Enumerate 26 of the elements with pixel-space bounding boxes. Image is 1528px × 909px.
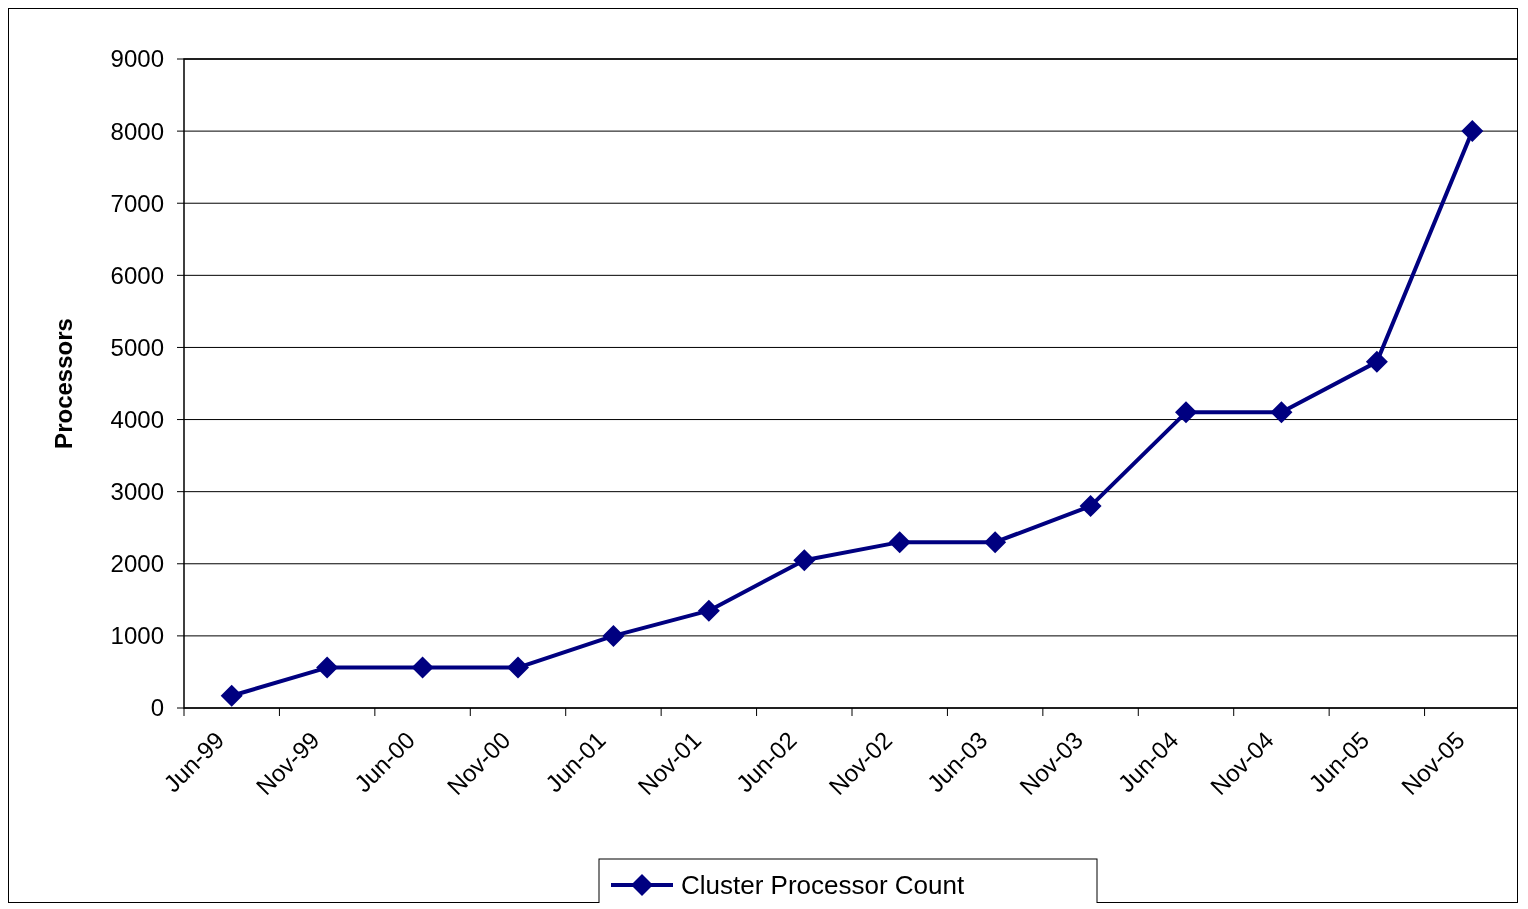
y-axis-title: Processors <box>50 318 77 449</box>
y-tick-label: 2000 <box>110 550 164 578</box>
point <box>411 656 434 679</box>
legend-label: Cluster Processor Count <box>681 870 965 901</box>
point <box>793 549 816 572</box>
point <box>507 656 529 679</box>
y-tick-label: 8000 <box>110 117 164 145</box>
point <box>1175 401 1197 424</box>
point <box>316 656 339 679</box>
y-tick-label: 3000 <box>110 478 164 506</box>
point <box>1270 401 1293 424</box>
point <box>984 531 1007 554</box>
y-tick-label: 7000 <box>110 189 164 217</box>
point <box>888 531 911 554</box>
point <box>1079 495 1102 518</box>
point <box>1461 120 1484 143</box>
y-tick-label: 0 <box>150 694 164 722</box>
point <box>220 684 243 707</box>
y-tick-label: 6000 <box>110 261 164 289</box>
point <box>697 599 720 622</box>
y-tick-label: 4000 <box>110 405 164 433</box>
y-tick-label: 9000 <box>110 45 164 73</box>
y-tick-label: 5000 <box>110 333 164 361</box>
point <box>1365 350 1388 373</box>
y-tick-label: 1000 <box>110 622 164 650</box>
point <box>602 624 625 647</box>
